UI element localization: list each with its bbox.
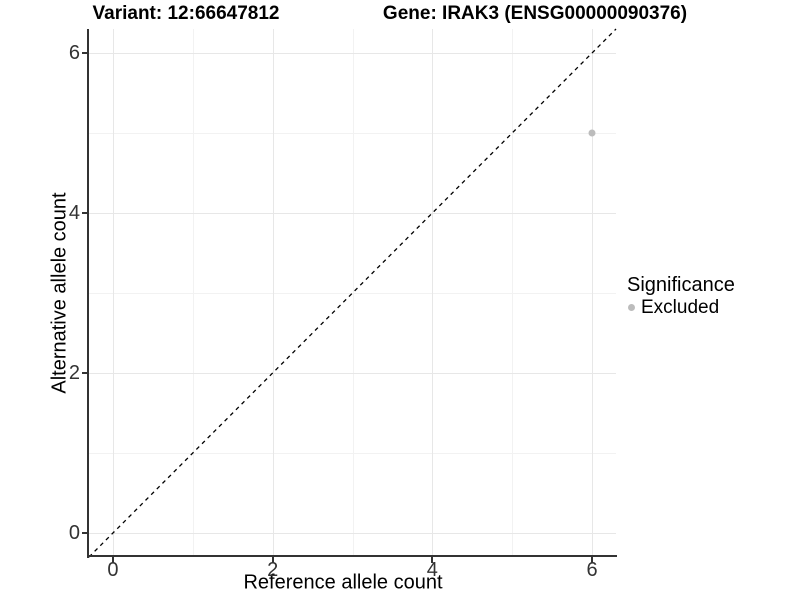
excluded-point-icon xyxy=(628,303,635,311)
legend-title: Significance xyxy=(627,274,735,296)
y-tick-2 xyxy=(82,372,88,374)
major-gridline-x-4 xyxy=(432,29,434,557)
data-point-excluded xyxy=(588,129,596,137)
variant-title: Variant: 12:66647812 xyxy=(92,3,280,24)
minor-gridline-y-3 xyxy=(89,293,616,294)
x-tick-0 xyxy=(111,557,114,563)
y-tick-0 xyxy=(82,532,88,534)
x-tick-label-0: 0 xyxy=(107,559,119,581)
major-gridline-x-6 xyxy=(592,29,594,557)
y-tick-label-6: 6 xyxy=(68,42,80,64)
minor-gridline-y-1 xyxy=(89,453,616,454)
legend-item-excluded: Excluded xyxy=(628,297,735,317)
y-tick-label-0: 0 xyxy=(68,522,80,544)
legend: Significance Excluded xyxy=(627,274,735,317)
x-tick-4 xyxy=(431,557,434,563)
minor-gridline-y-5 xyxy=(89,133,616,134)
x-tick-6 xyxy=(591,557,594,563)
y-tick-label-2: 2 xyxy=(68,362,80,384)
x-tick-2 xyxy=(271,557,274,563)
major-gridline-x-0 xyxy=(112,29,114,557)
identity-reference-line xyxy=(88,28,617,558)
y-tick-label-4: 4 xyxy=(68,202,80,224)
x-tick-label-6: 6 xyxy=(586,559,598,581)
major-gridline-y-2 xyxy=(89,373,616,374)
major-gridline-y-4 xyxy=(89,213,616,214)
x-tick-label-4: 4 xyxy=(426,559,438,581)
x-axis-line xyxy=(87,555,617,557)
x-tick-label-2: 2 xyxy=(267,559,279,581)
legend-item-label: Excluded xyxy=(641,296,720,318)
y-tick-4 xyxy=(82,212,88,214)
plot-panel xyxy=(88,28,617,558)
gene-title: Gene: IRAK3 (ENSG00000090376) xyxy=(382,3,688,24)
y-tick-6 xyxy=(82,52,88,54)
major-gridline-x-2 xyxy=(272,29,274,557)
major-gridline-y-6 xyxy=(89,53,616,54)
y-axis-line xyxy=(87,29,89,558)
major-gridline-y-0 xyxy=(89,533,616,534)
x-axis-title: Reference allele count xyxy=(243,571,443,594)
